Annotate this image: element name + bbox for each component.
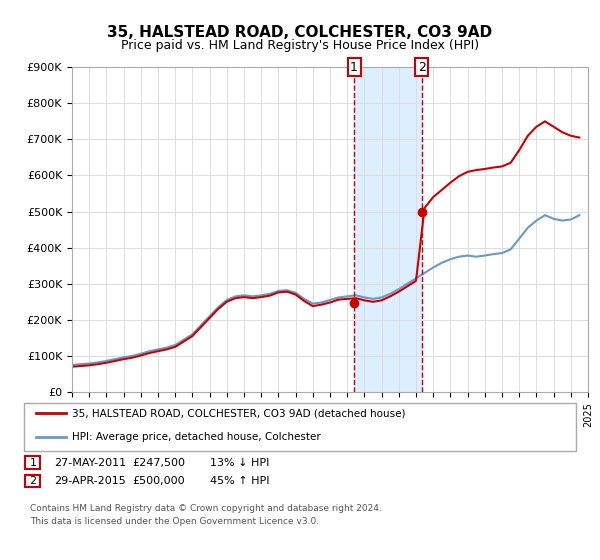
- Text: This data is licensed under the Open Government Licence v3.0.: This data is licensed under the Open Gov…: [30, 517, 319, 526]
- Text: 1: 1: [29, 458, 37, 468]
- Text: 2: 2: [418, 60, 425, 74]
- Text: 27-MAY-2011: 27-MAY-2011: [54, 458, 126, 468]
- Text: Contains HM Land Registry data © Crown copyright and database right 2024.: Contains HM Land Registry data © Crown c…: [30, 504, 382, 513]
- Text: 1: 1: [350, 60, 358, 74]
- Text: £247,500: £247,500: [132, 458, 185, 468]
- Text: £500,000: £500,000: [132, 476, 185, 486]
- Text: 2: 2: [29, 476, 37, 486]
- Text: 29-APR-2015: 29-APR-2015: [54, 476, 126, 486]
- Text: 45% ↑ HPI: 45% ↑ HPI: [210, 476, 269, 486]
- Text: 35, HALSTEAD ROAD, COLCHESTER, CO3 9AD (detached house): 35, HALSTEAD ROAD, COLCHESTER, CO3 9AD (…: [72, 408, 406, 418]
- Text: HPI: Average price, detached house, Colchester: HPI: Average price, detached house, Colc…: [72, 432, 321, 442]
- Bar: [354, 67, 422, 392]
- Text: Price paid vs. HM Land Registry's House Price Index (HPI): Price paid vs. HM Land Registry's House …: [121, 39, 479, 52]
- Text: 35, HALSTEAD ROAD, COLCHESTER, CO3 9AD: 35, HALSTEAD ROAD, COLCHESTER, CO3 9AD: [107, 25, 493, 40]
- Text: 13% ↓ HPI: 13% ↓ HPI: [210, 458, 269, 468]
